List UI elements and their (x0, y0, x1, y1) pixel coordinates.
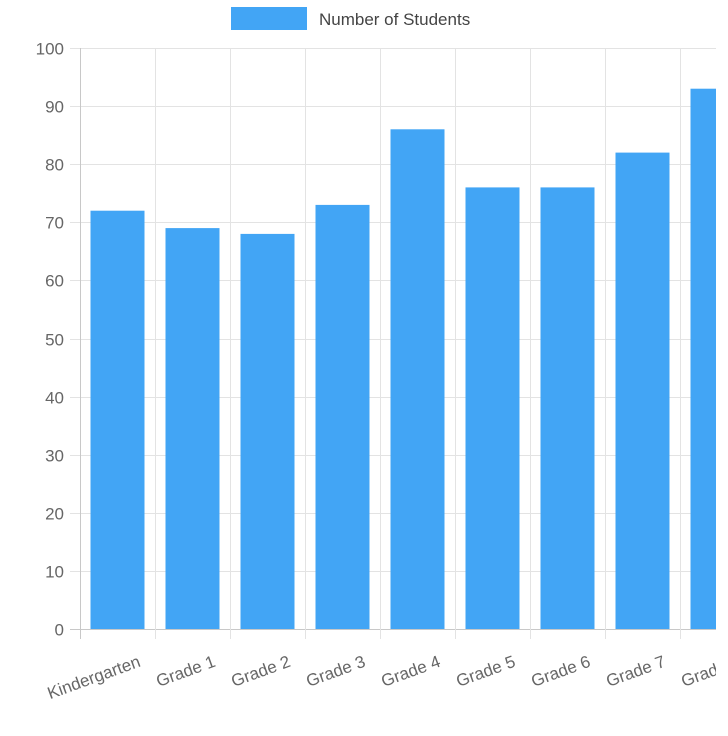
bar[interactable] (240, 233, 295, 629)
x-axis: Kindergarten Grade 1 Grade 2 Grade 3 Grade 4… (45, 652, 728, 703)
bar[interactable] (690, 88, 728, 629)
x-tick-label: Grade 2 (229, 652, 293, 691)
bar[interactable] (165, 228, 220, 629)
bar[interactable] (390, 129, 445, 630)
legend-label[interactable]: Number of Students (319, 10, 470, 29)
x-tick-label: Grade 1 (154, 652, 218, 691)
y-tick-label: 40 (45, 389, 64, 408)
x-tick-label: Kindergarten (45, 652, 143, 703)
bars (90, 88, 728, 630)
x-tick-label: Grade 7 (604, 652, 668, 691)
y-axis: 0 10 20 30 40 50 60 70 80 90 100 (36, 40, 64, 640)
y-tick-label: 10 (45, 563, 64, 582)
bar[interactable] (315, 204, 370, 629)
y-tick-label: 60 (45, 272, 64, 291)
x-tick-label: Grade 5 (454, 652, 518, 691)
y-tick-label: 50 (45, 331, 64, 350)
bar[interactable] (90, 210, 145, 629)
y-tick-label: 80 (45, 156, 64, 175)
y-tick-label: 90 (45, 98, 64, 117)
x-tick-label: Grade 6 (529, 652, 593, 691)
y-tick-label: 20 (45, 505, 64, 524)
y-tick-label: 100 (36, 40, 64, 59)
x-tick-label: Grade 4 (379, 652, 443, 691)
y-tick-label: 30 (45, 447, 64, 466)
bar[interactable] (615, 152, 670, 629)
x-tick-label: Grade 3 (304, 652, 368, 691)
x-tick-label: Grade 8 (679, 652, 728, 691)
y-tick-label: 70 (45, 214, 64, 233)
y-tick-label: 0 (55, 621, 64, 640)
legend[interactable]: Number of Students (231, 7, 470, 30)
bar[interactable] (540, 187, 595, 629)
bar[interactable] (465, 187, 520, 629)
legend-swatch[interactable] (231, 7, 307, 30)
